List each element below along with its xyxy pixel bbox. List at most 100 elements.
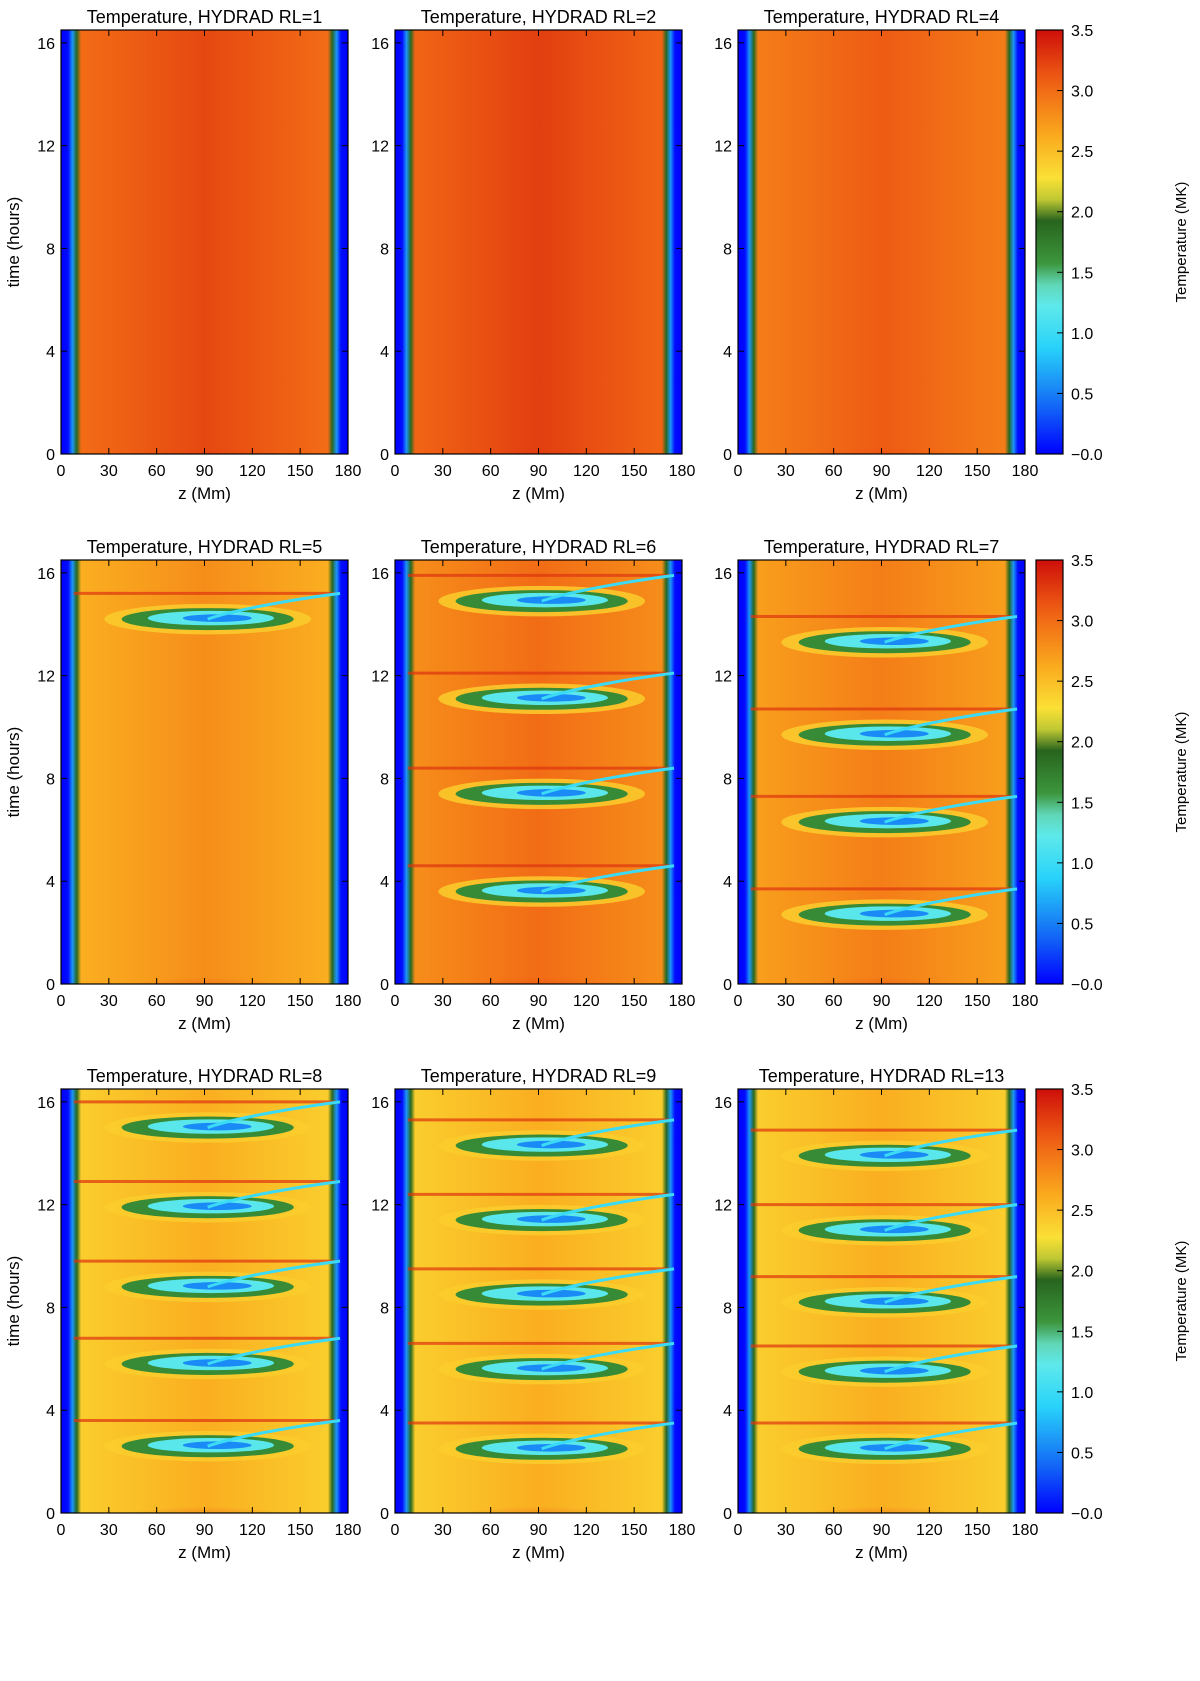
x-tick-label: 60 (482, 463, 500, 480)
x-tick-label: 180 (335, 463, 362, 480)
colorbar-tick-label: −0.0 (1071, 447, 1103, 464)
x-tick-label: 180 (1012, 1522, 1039, 1539)
colorbar-tick-label: 0.5 (1071, 1445, 1093, 1462)
x-tick-label: 30 (100, 993, 118, 1010)
colorbar-tick-label: 1.5 (1071, 265, 1093, 282)
y-tick-label: 16 (371, 1095, 389, 1112)
panel-title: Temperature, HYDRAD RL=8 (87, 1066, 323, 1086)
colorbar-tick-label: 1.0 (1071, 856, 1093, 873)
cooling-episode (73, 591, 341, 635)
x-tick-label: 150 (287, 463, 314, 480)
y-tick-label: 16 (37, 1095, 55, 1112)
heatmap-background (395, 560, 682, 984)
panel-title: Temperature, HYDRAD RL=2 (421, 7, 657, 27)
y-tick-label: 16 (371, 36, 389, 53)
colorbars: 3.5 3.0 2.5 2.0 1.5 1.0 0.5 −0.0 Temperature (MK… (1035, 23, 1190, 1523)
y-tick-label: 12 (37, 1198, 55, 1215)
y-tick-label: 8 (723, 771, 732, 788)
y-tick-label: 12 (37, 669, 55, 686)
cooling-episode (73, 1100, 341, 1143)
panel-rl-4: Temperature, HYDRAD RL=40 30 60 90 120 150 180… (714, 7, 1038, 503)
y-tick-label: 0 (723, 1506, 732, 1523)
x-tick-label: 30 (777, 993, 795, 1010)
y-tick-label: 12 (714, 669, 732, 686)
cooling-episode (750, 1421, 1018, 1465)
y-tick-label: 0 (380, 977, 389, 994)
y-tick-label: 16 (714, 36, 732, 53)
x-tick-label: 120 (916, 993, 943, 1010)
y-tick-label: 8 (46, 1300, 55, 1317)
x-tick-label: 0 (391, 1522, 400, 1539)
colorbar-tick-label: 3.0 (1071, 1143, 1093, 1160)
y-tick-label: 4 (723, 1403, 732, 1420)
x-tick-label: 90 (530, 1522, 548, 1539)
colorbar-tick-label: 3.0 (1071, 614, 1093, 631)
colorbar-tick-label: 2.5 (1071, 1203, 1093, 1220)
x-tick-label: 150 (621, 463, 648, 480)
x-tick-label: 0 (734, 993, 743, 1010)
x-tick-label: 90 (873, 1522, 891, 1539)
x-tick-label: 120 (916, 463, 943, 480)
y-tick-label: 0 (46, 447, 55, 464)
y-tick-label: 4 (723, 874, 732, 891)
panel-rl-2: Temperature, HYDRAD RL=20 30 60 90 120 150 180… (371, 7, 695, 503)
panel-title: Temperature, HYDRAD RL=6 (421, 537, 657, 557)
panel-rl-5: Temperature, HYDRAD RL=50 30 60 90 120 150 180… (4, 537, 361, 1033)
colorbar-tick-label: 2.0 (1071, 1264, 1093, 1281)
y-tick-label: 4 (46, 344, 55, 361)
y-tick-label: 8 (723, 241, 732, 258)
colorbar-tick-label: 3.0 (1071, 84, 1093, 101)
x-tick-label: 60 (148, 463, 166, 480)
y-tick-label: 12 (371, 1198, 389, 1215)
x-tick-label: 90 (873, 463, 891, 480)
x-tick-label: 180 (335, 1522, 362, 1539)
y-tick-label: 0 (380, 1506, 389, 1523)
cooling-episode (750, 1203, 1018, 1246)
colorbar-tick-label: 3.5 (1071, 553, 1093, 570)
y-tick-label: 0 (380, 447, 389, 464)
y-tick-label: 8 (380, 1300, 389, 1317)
y-axis-label: time (hours) (4, 197, 23, 288)
y-tick-label: 8 (46, 771, 55, 788)
x-axis-label: z (Mm) (512, 1543, 565, 1562)
panel-title: Temperature, HYDRAD RL=4 (764, 7, 1000, 27)
y-tick-label: 16 (371, 566, 389, 583)
x-tick-label: 0 (57, 463, 66, 480)
x-tick-label: 60 (482, 993, 500, 1010)
y-tick-label: 0 (723, 447, 732, 464)
x-tick-label: 180 (669, 993, 696, 1010)
x-tick-label: 150 (964, 1522, 991, 1539)
heating-layer (760, 420, 1003, 454)
panel-rl-7: Temperature, HYDRAD RL=70 30 60 90 120 150 180… (714, 537, 1038, 1033)
y-tick-label: 12 (37, 139, 55, 156)
y-axis-label: time (hours) (4, 1256, 23, 1347)
panel-title: Temperature, HYDRAD RL=5 (87, 537, 323, 557)
x-axis-label: z (Mm) (855, 484, 908, 503)
colorbar-tick-label: 2.5 (1071, 144, 1093, 161)
x-tick-label: 90 (530, 463, 548, 480)
x-tick-label: 30 (100, 463, 118, 480)
colorbar-scale (1035, 29, 1064, 455)
x-tick-label: 30 (434, 1522, 452, 1539)
colorbar-label: Temperature (MK) (1173, 182, 1190, 303)
colorbar-scale (1035, 559, 1064, 985)
y-tick-label: 8 (46, 241, 55, 258)
x-tick-label: 120 (916, 1522, 943, 1539)
panel-title: Temperature, HYDRAD RL=7 (764, 537, 1000, 557)
x-axis-label: z (Mm) (855, 1014, 908, 1033)
cooling-episode (750, 615, 1018, 658)
colorbar-tick-label: 1.0 (1071, 326, 1093, 343)
y-axis-label: time (hours) (4, 727, 23, 818)
x-axis-label: z (Mm) (178, 1014, 231, 1033)
colorbar-tick-label: 0.5 (1071, 916, 1093, 933)
heating-layer (417, 420, 660, 454)
x-tick-label: 120 (239, 463, 266, 480)
x-tick-label: 90 (196, 993, 214, 1010)
x-tick-label: 120 (239, 993, 266, 1010)
colorbar-tick-label: 2.5 (1071, 674, 1093, 691)
heatmap-background (738, 30, 1025, 454)
x-tick-label: 90 (196, 463, 214, 480)
x-tick-label: 0 (391, 463, 400, 480)
heating-layer (417, 1479, 660, 1513)
